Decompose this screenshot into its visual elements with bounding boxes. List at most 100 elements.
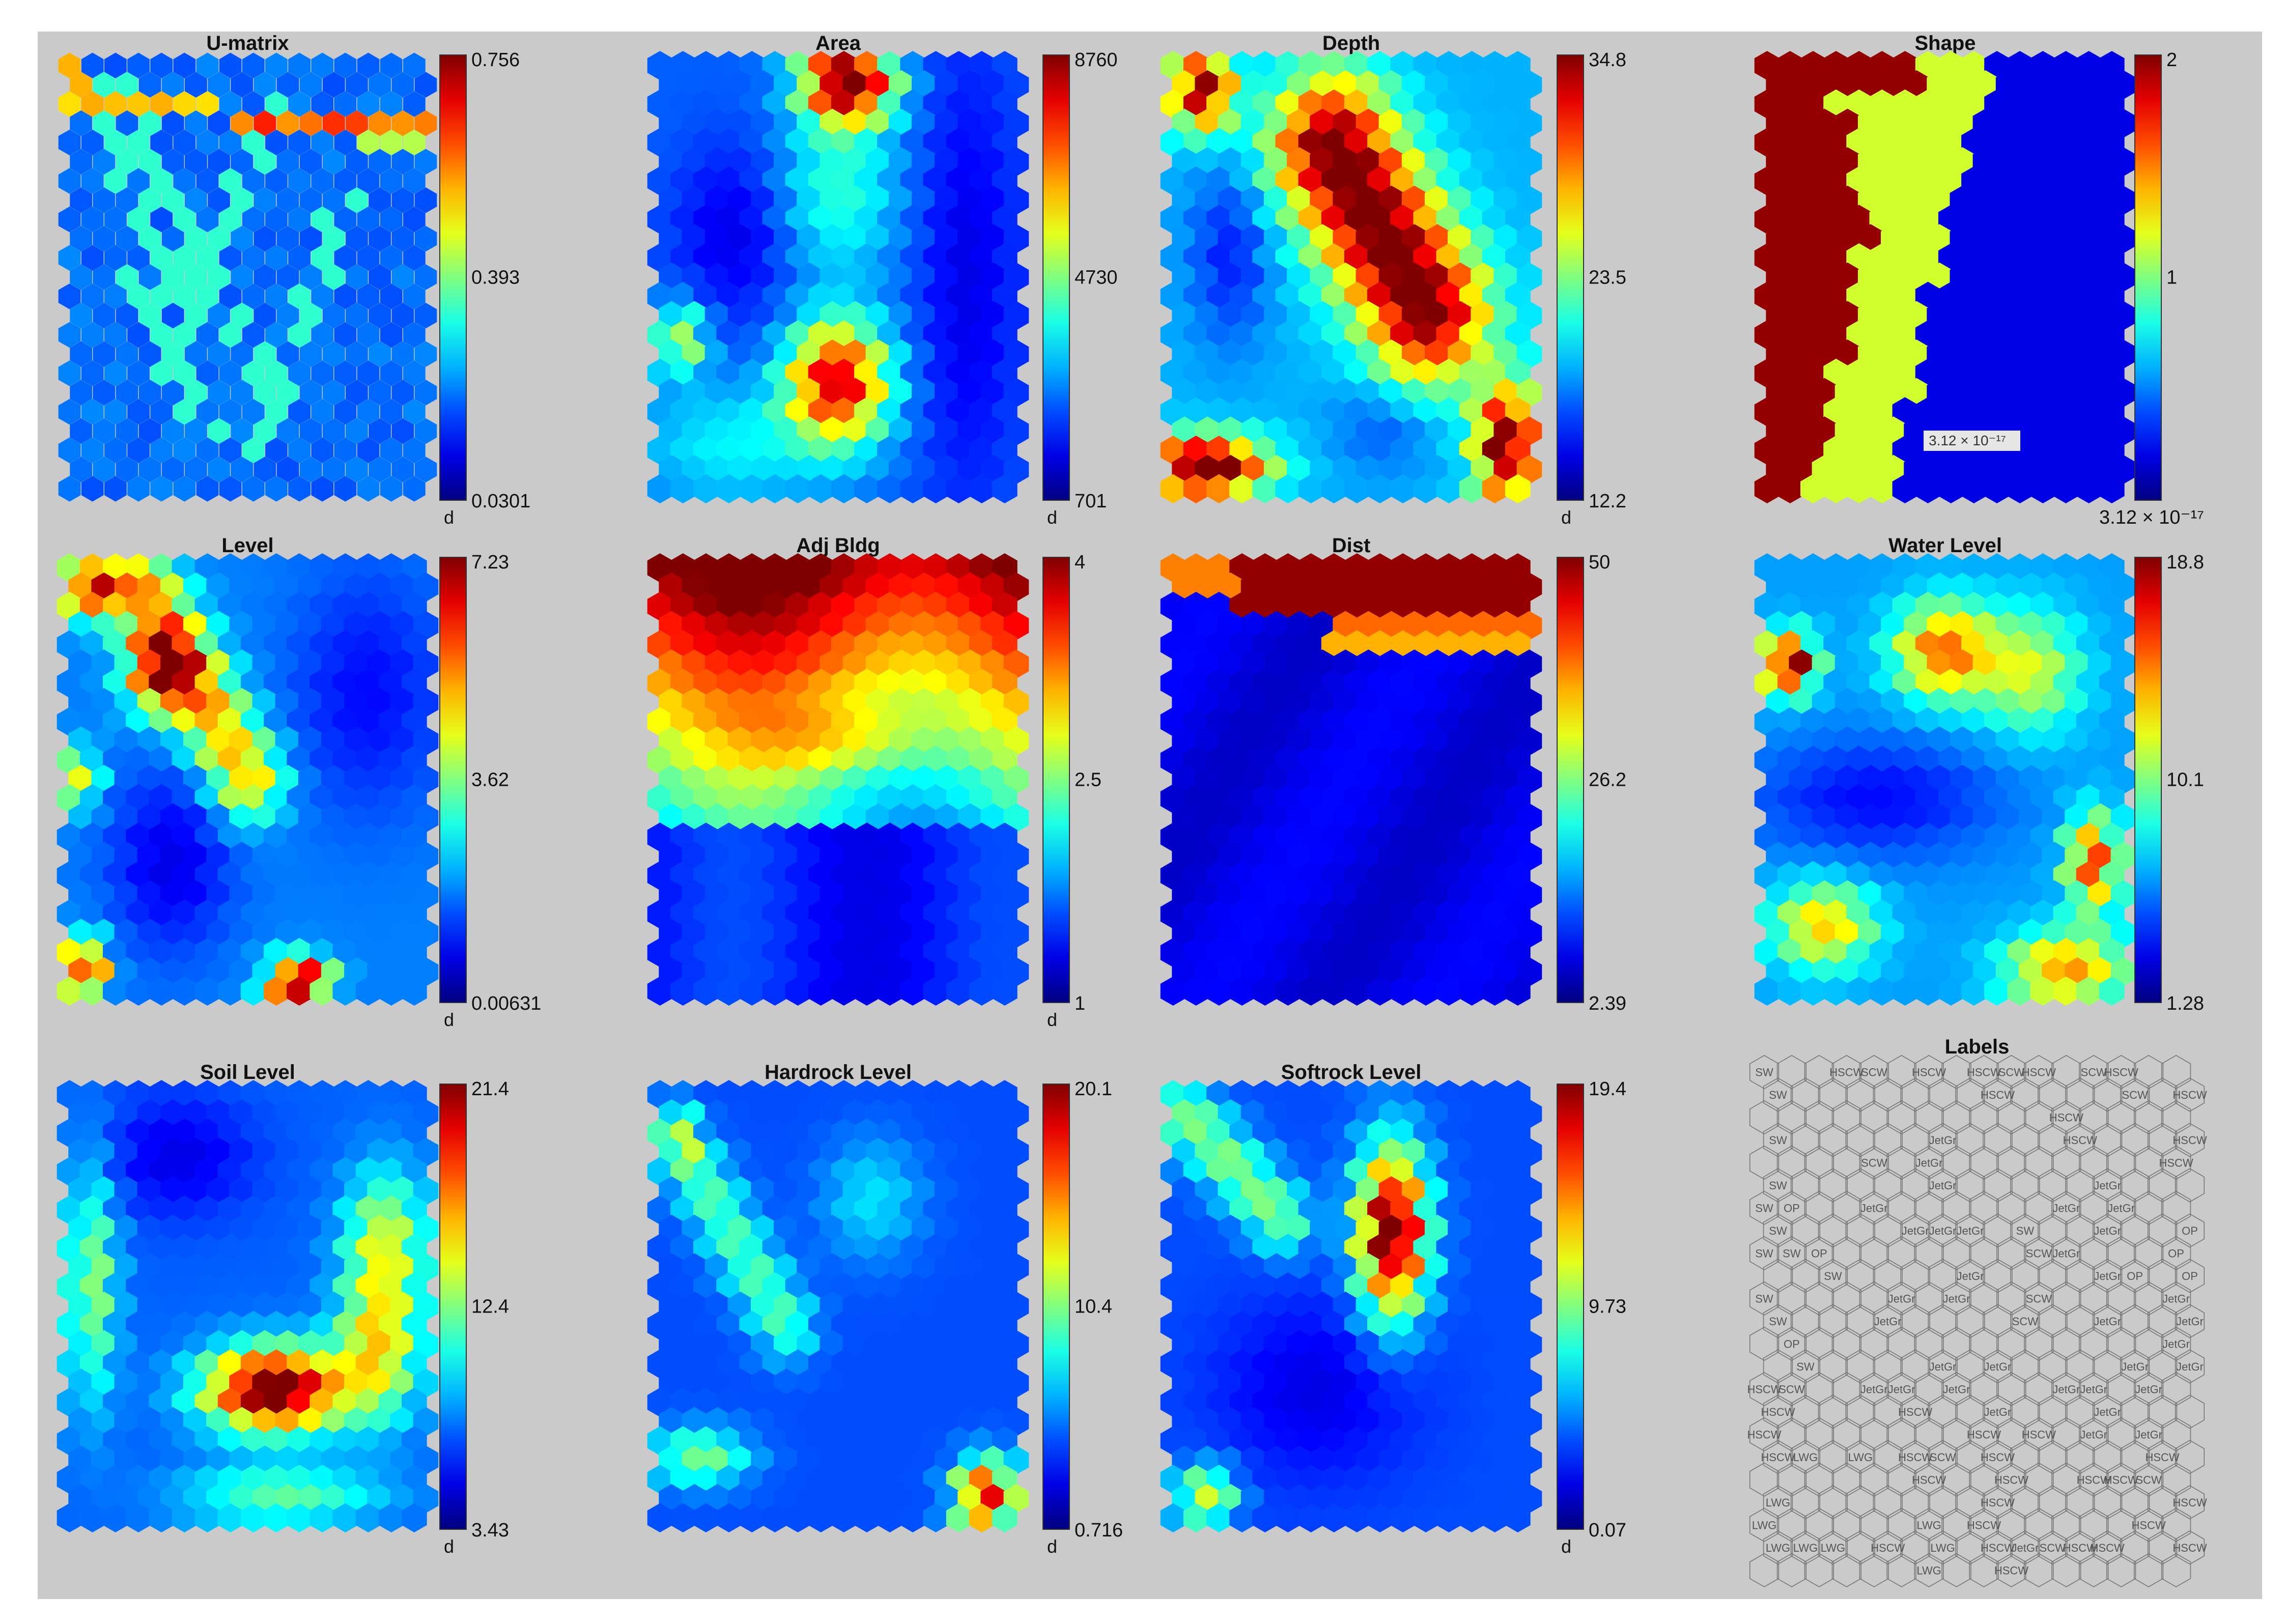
hex-cell (1413, 1080, 1439, 1109)
hex-cell (670, 89, 696, 119)
hex-outline (1914, 1055, 1944, 1090)
hex-cell (1263, 957, 1289, 987)
hex-cell (992, 51, 1018, 80)
hex-cell (93, 72, 116, 98)
hex-cell (172, 707, 197, 736)
hex-cell (1367, 1157, 1393, 1186)
hex-cell (68, 726, 94, 756)
hex-cell (185, 149, 207, 175)
hex-cell (344, 1253, 370, 1283)
hex-label: HSCW (1981, 1451, 2015, 1464)
hex-cell (217, 668, 243, 698)
hex-cell (980, 185, 1006, 215)
hex-outline (1914, 1145, 1944, 1180)
hex-cell (1321, 89, 1347, 119)
hex-cell (2110, 726, 2136, 756)
hex-cell (1390, 746, 1416, 775)
hex-cell (332, 1426, 358, 1456)
hex-cell (1378, 842, 1404, 871)
hex-cell (1881, 378, 1906, 408)
hex-cell (1367, 1426, 1393, 1456)
hex-cell (900, 243, 926, 273)
hex-cell (1448, 147, 1473, 177)
hex-cell (727, 1369, 753, 1398)
hex-cell (1356, 454, 1381, 485)
hex-cell (252, 880, 278, 910)
hex-outline (2134, 1236, 2164, 1271)
hex-cell (1333, 1445, 1359, 1475)
hex-cell (322, 341, 345, 367)
hex-cell (194, 553, 220, 583)
hex-cell (797, 957, 822, 987)
hex-cell (57, 630, 82, 660)
hex-outline (1886, 1326, 1916, 1361)
hex-cell (797, 880, 822, 910)
hex-cell (1356, 611, 1381, 640)
hex-cell (1789, 454, 1815, 485)
hex-cell (104, 360, 127, 386)
hex-outline (1845, 1485, 1875, 1520)
hex-cell (727, 224, 753, 253)
hex-cell (161, 302, 184, 329)
hex-cell (104, 283, 127, 309)
hex-cell (1459, 976, 1485, 1006)
hex-cell (1183, 976, 1209, 1006)
hex-cell (969, 707, 995, 736)
hex-outline (1818, 1394, 1848, 1429)
hex-cell (127, 91, 150, 117)
hex-cell (1846, 668, 1872, 698)
hex-cell (1459, 1118, 1485, 1148)
hex-cell (1378, 416, 1404, 446)
hex-cell (923, 89, 949, 119)
hex-cell (1378, 378, 1404, 408)
hex-cell (1448, 1214, 1473, 1244)
hex-outline (1790, 1394, 1820, 1429)
hex-cell (1493, 764, 1519, 794)
hex-cell (1160, 1503, 1186, 1532)
hex-cell (309, 746, 335, 775)
hex-cell (1927, 688, 1953, 718)
hex-cell (217, 822, 243, 852)
hex-label: SCW (1930, 1451, 1956, 1464)
hex-cell (1310, 70, 1335, 100)
hex-cell (2110, 339, 2136, 369)
hex-cell (276, 149, 299, 175)
hex-cell (992, 668, 1018, 698)
hex-cell (1459, 1503, 1485, 1532)
hex-cell (820, 262, 845, 292)
hex-outline (2120, 1440, 2150, 1474)
hex-cell (1800, 89, 1826, 119)
hex-cell (1482, 1157, 1508, 1186)
colorbar-min-label: 701 (1075, 491, 1107, 512)
hex-cell (1505, 474, 1531, 503)
hex-cell (1846, 553, 1872, 583)
hex-cell (1401, 339, 1427, 369)
hex-cell (1275, 1195, 1301, 1225)
hex-cell (1252, 630, 1278, 660)
hex-cell (1263, 224, 1289, 253)
hex-cell (1424, 1214, 1450, 1244)
hex-cell (1892, 591, 1918, 621)
hex-cell (1413, 397, 1439, 426)
hex-cell (1252, 89, 1278, 119)
hex-outline (2051, 1372, 2081, 1407)
hex-cell (1298, 281, 1324, 311)
hex-outline (1900, 1440, 1930, 1474)
hex-cell (992, 938, 1018, 967)
hex-cell (877, 474, 902, 503)
hex-cell (670, 51, 696, 80)
hex-cell (160, 611, 186, 640)
hex-cell (1950, 611, 1975, 640)
hex-cell (923, 630, 949, 660)
hex-cell (91, 688, 117, 718)
hex-cell (1471, 1369, 1496, 1398)
hex-cell (750, 611, 776, 640)
hex-cell (2087, 70, 2113, 100)
hex-cell (911, 70, 937, 100)
panel-title: Level (221, 534, 273, 557)
hex-cell (659, 1137, 684, 1167)
hex-cell (321, 1407, 347, 1437)
hex-cell (137, 919, 163, 948)
hex-cell (2065, 688, 2090, 718)
hex-cell (116, 225, 138, 252)
